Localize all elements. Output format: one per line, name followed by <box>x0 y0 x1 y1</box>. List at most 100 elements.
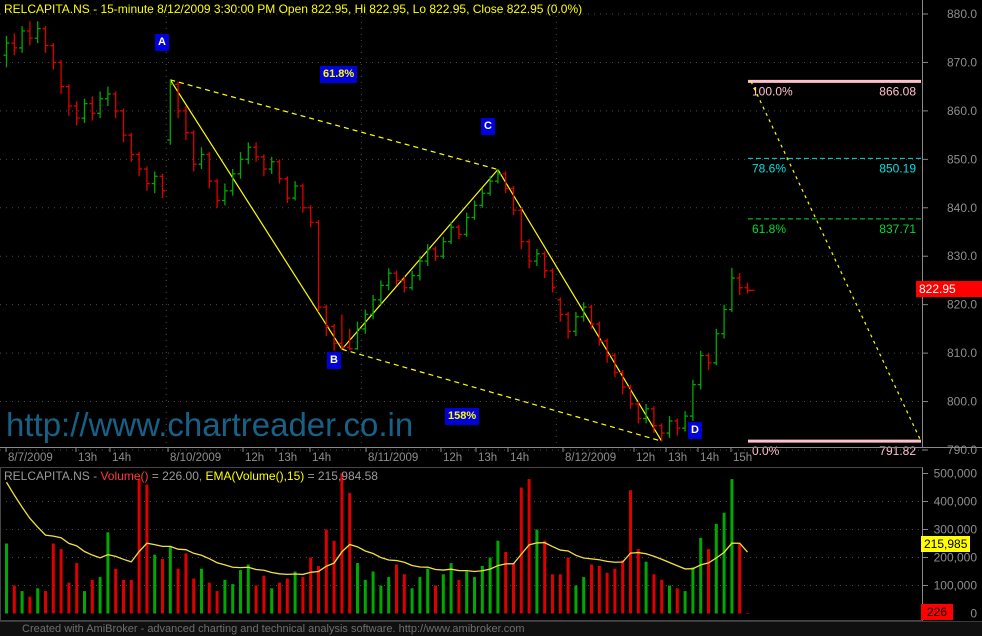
volume-bar <box>153 554 157 614</box>
time-axis-label: 15h <box>733 452 752 464</box>
volume-bar <box>67 582 71 614</box>
volume-bar <box>644 561 648 614</box>
time-axis-label: 13h <box>478 452 497 464</box>
time-axis-label: 13h <box>668 452 687 464</box>
volume-bar <box>597 565 601 614</box>
ratio-label-618[interactable]: 61.8% <box>320 66 358 83</box>
volume-bar <box>457 579 461 614</box>
volume-pane-legend: RELCAPITA.NS - Volume() = 226.00, EMA(Vo… <box>4 469 378 483</box>
volume-axis-label: 500,000 <box>934 467 978 481</box>
volume-bar <box>200 568 203 614</box>
volume-bar <box>371 571 375 614</box>
volume-bar <box>473 577 476 614</box>
volume-bar <box>613 568 617 614</box>
time-axis-label: 14h <box>700 452 719 464</box>
volume-bar <box>410 588 414 614</box>
time-axis-label: 14h <box>312 452 331 464</box>
volume-bar <box>5 543 8 614</box>
volume-bar <box>363 579 367 614</box>
time-axis-label: 8/10/2009 <box>170 452 221 464</box>
volume-bar <box>309 557 313 614</box>
volume-bar <box>114 568 118 614</box>
volume-bar <box>379 585 383 614</box>
pattern-dashed-line <box>341 348 662 442</box>
volume-bar <box>51 543 55 614</box>
pattern-point-label-b[interactable]: B <box>327 352 341 369</box>
volume-axis-label: 0 <box>970 607 977 621</box>
fib-percent-label: 61.8% <box>752 222 786 236</box>
volume-bar <box>621 560 625 614</box>
volume-bar <box>301 577 305 614</box>
volume-bar <box>683 591 687 614</box>
volume-bar <box>660 579 664 614</box>
volume-bar <box>262 575 266 614</box>
volume-bar <box>90 579 94 614</box>
volume-bar <box>239 570 242 614</box>
volume-bar <box>480 565 484 614</box>
last-volume-badge: 226 <box>921 604 954 620</box>
volume-bar <box>254 585 258 614</box>
volume-bar <box>668 585 671 614</box>
volume-bar <box>340 473 344 614</box>
volume-bar <box>402 574 406 614</box>
volume-legend-ema-value: = 215,984.58 <box>304 469 378 483</box>
volume-bar <box>332 540 336 614</box>
pattern-solid-line <box>497 169 663 442</box>
volume-bar <box>192 578 196 614</box>
price-axis-label: 830.0 <box>947 249 977 263</box>
volume-bar <box>582 577 586 614</box>
volume-bar <box>707 549 710 614</box>
volume-bar <box>83 591 86 614</box>
volume-axis-label: 200,000 <box>934 551 978 565</box>
time-axis-label: 12h <box>245 452 264 464</box>
pattern-dashed-line <box>170 79 499 171</box>
volume-bar <box>746 613 749 614</box>
volume-bar <box>558 574 562 614</box>
volume-bar <box>59 549 63 614</box>
volume-axis-label: 300,000 <box>934 523 978 537</box>
volume-bar <box>527 479 531 614</box>
volume-bar <box>324 529 328 614</box>
time-axis-label: 12h <box>443 452 462 464</box>
volume-bar <box>317 565 320 614</box>
volume-bar <box>207 582 211 614</box>
fib-diagonal-line <box>750 81 922 442</box>
volume-bar <box>543 540 547 614</box>
volume-bar <box>137 479 141 614</box>
volume-bar <box>738 543 742 614</box>
volume-axis-label: 400,000 <box>934 495 978 509</box>
pattern-point-label-a[interactable]: A <box>155 34 169 51</box>
fib-price-label: 837.71 <box>879 222 916 236</box>
volume-bar <box>184 553 188 614</box>
volume-bar <box>129 579 133 614</box>
volume-bar <box>675 588 679 614</box>
price-axis-label: 840.0 <box>947 201 977 215</box>
volume-bar <box>246 564 250 614</box>
volume-bar <box>98 577 102 614</box>
volume-bar <box>449 563 453 614</box>
volume-bar <box>278 582 281 614</box>
price-axis-label: 850.0 <box>947 152 977 166</box>
pattern-point-label-d[interactable]: D <box>688 422 702 439</box>
pattern-point-label-c[interactable]: C <box>481 118 495 135</box>
price-axis-label: 800.0 <box>947 395 977 409</box>
volume-bar <box>176 568 180 614</box>
volume-bar <box>722 512 726 614</box>
price-axis-label: 820.0 <box>947 298 977 312</box>
watermark-link: http://www.chartreader.co.in <box>6 406 414 443</box>
fib-price-label: 850.19 <box>879 161 916 175</box>
volume-bar <box>231 584 235 614</box>
volume-bar <box>434 585 437 614</box>
volume-bar <box>28 596 32 614</box>
price-axis-label: 870.0 <box>947 55 977 69</box>
ratio-label-158[interactable]: 158% <box>445 408 480 425</box>
volume-bar <box>285 578 289 614</box>
volume-bar <box>629 490 632 614</box>
volume-bar <box>504 551 508 614</box>
price-axis-label: 790.0 <box>947 443 977 457</box>
ema-value-badge: 215,985 <box>921 536 971 552</box>
volume-bar <box>605 572 609 614</box>
volume-bar <box>590 564 593 614</box>
